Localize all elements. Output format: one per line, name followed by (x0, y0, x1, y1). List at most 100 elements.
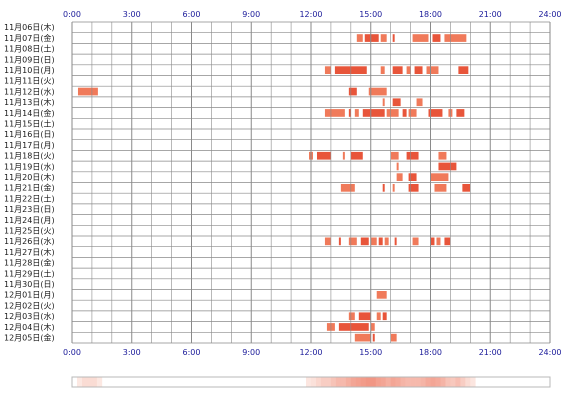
activity-bar (364, 34, 379, 42)
x-tick-label-bottom: 3:00 (123, 348, 141, 357)
density-cell (350, 377, 357, 387)
activity-bar (372, 333, 375, 342)
x-tick-label-top: 15:00 (359, 10, 382, 19)
row-label: 11月29日(土) (4, 268, 55, 278)
activity-bar (324, 109, 345, 117)
x-tick-label-bottom: 21:00 (479, 348, 502, 357)
activity-bar (382, 98, 385, 107)
x-tick-label-bottom: 18:00 (419, 348, 442, 357)
activity-bar (360, 237, 369, 246)
activity-bars (77, 34, 471, 342)
activity-bar (408, 109, 417, 117)
x-tick-label-top: 18:00 (419, 10, 442, 19)
density-cell (320, 377, 327, 387)
activity-bar (408, 173, 417, 181)
row-label: 11月09日(日) (4, 55, 55, 64)
activity-bar (338, 323, 369, 331)
x-tick-label-top: 24:00 (538, 10, 561, 19)
row-label: 11月23日(日) (4, 205, 55, 214)
x-tick-label-top: 6:00 (183, 10, 201, 19)
activity-bar (436, 237, 441, 246)
density-bar-frame (71, 376, 551, 388)
activity-bar (414, 66, 423, 74)
density-cell (420, 377, 426, 387)
row-label: 11月18日(火) (4, 152, 55, 161)
density-cell (380, 377, 386, 387)
activity-bar (77, 87, 98, 96)
density-cell (425, 377, 431, 387)
density-cell (445, 377, 451, 387)
row-label: 11月19日(水) (4, 161, 55, 171)
row-label: 11月22日(土) (4, 193, 55, 203)
x-tick-label-top: 9:00 (242, 10, 260, 19)
activity-bar (358, 312, 371, 321)
row-label: 11月08日(土) (4, 44, 55, 54)
activity-bar (356, 34, 363, 42)
density-cell (395, 377, 401, 387)
row-label: 11月15日(土) (4, 119, 55, 129)
x-tick-label-bottom: 15:00 (359, 348, 382, 357)
row-label: 11月26日(水) (4, 236, 55, 246)
activity-bar (434, 184, 447, 192)
activity-bar (380, 34, 387, 42)
x-tick-label-bottom: 24:00 (538, 348, 561, 357)
activity-bar (382, 312, 387, 321)
activity-bar (392, 98, 401, 107)
row-label: 11月07日(金) (4, 33, 55, 43)
activity-bar (348, 312, 355, 321)
activity-bar (430, 237, 435, 246)
activity-bar (392, 184, 395, 192)
row-label: 11月06日(木) (4, 22, 55, 32)
activity-bar (316, 151, 331, 160)
x-tick-label-bottom: 0:00 (63, 348, 81, 357)
density-cell (360, 377, 367, 387)
activity-bar (362, 109, 385, 117)
activity-bar (348, 237, 357, 246)
x-tick-label-top: 3:00 (123, 10, 141, 19)
activity-bar (412, 237, 419, 246)
activity-bar (444, 237, 451, 246)
density-cell (375, 377, 382, 387)
activity-bar (376, 312, 381, 321)
x-tick-label-bottom: 9:00 (242, 348, 260, 357)
row-label: 11月20日(木) (4, 172, 55, 182)
density-cell (450, 377, 456, 387)
density-cell (325, 377, 332, 387)
activity-bar (384, 237, 389, 246)
density-cell (86, 377, 93, 387)
row-label: 12月03日(水) (4, 311, 55, 321)
density-cell (430, 377, 436, 387)
density-cell (405, 377, 411, 387)
density-cell (460, 377, 466, 387)
row-label: 12月05日(金) (4, 333, 55, 343)
activity-bar (378, 237, 383, 246)
row-label: 11月17日(月) (4, 141, 55, 150)
row-label: 11月30日(日) (4, 280, 55, 289)
density-cell (355, 377, 362, 387)
density-cell (330, 377, 337, 387)
activity-bar (342, 151, 345, 160)
density-cell (340, 377, 347, 387)
density-cell (345, 377, 352, 387)
activity-bar (340, 184, 355, 192)
density-cell (385, 377, 391, 387)
activity-bar (394, 237, 397, 246)
activity-bar (430, 173, 449, 181)
activity-bar (408, 184, 419, 192)
row-labels: 11月06日(木)11月07日(金)11月08日(土)11月09日(日) 11月1… (4, 22, 55, 342)
activity-bar (370, 323, 375, 331)
x-tick-label-bottom: 12:00 (299, 348, 322, 357)
density-bar (71, 376, 551, 388)
density-cell (96, 377, 103, 387)
density-cell (470, 377, 476, 387)
activity-bar (416, 98, 423, 107)
activity-bar (324, 66, 331, 74)
row-label: 12月04日(木) (4, 322, 55, 332)
density-cell (410, 377, 416, 387)
x-tick-label-top: 21:00 (479, 10, 502, 19)
activity-bar (438, 151, 447, 160)
activity-bar (350, 151, 363, 160)
row-label: 11月28日(金) (4, 258, 55, 268)
row-label: 11月16日(日) (4, 130, 55, 139)
